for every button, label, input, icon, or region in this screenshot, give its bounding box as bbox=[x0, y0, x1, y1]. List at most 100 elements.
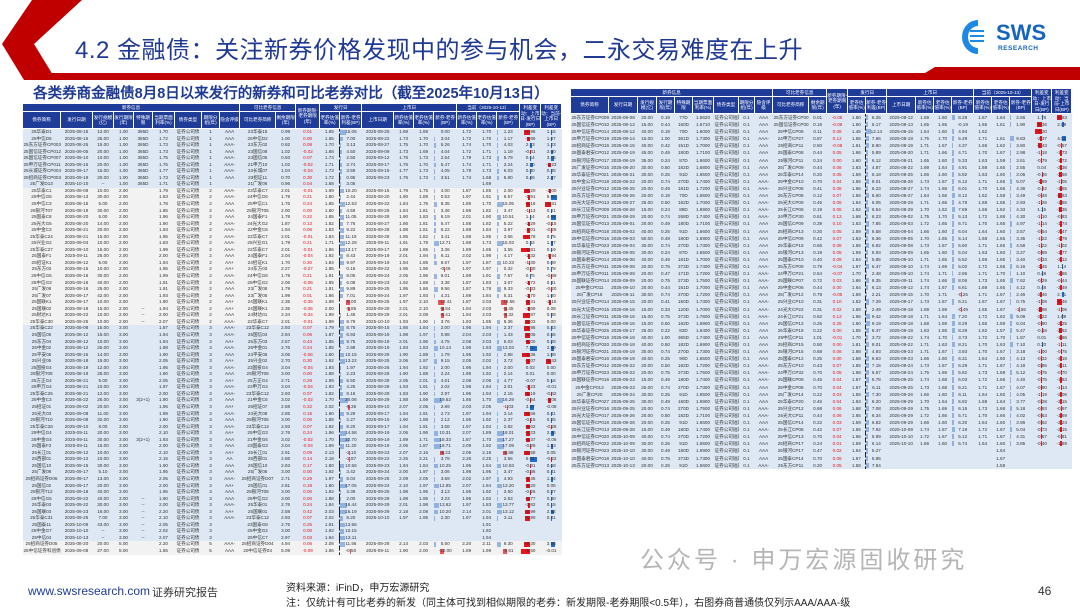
value-bar bbox=[866, 229, 868, 234]
value-bar bbox=[952, 221, 955, 226]
table-cell: 0.22 bbox=[809, 419, 827, 426]
table-cell: AAA bbox=[755, 128, 773, 135]
table-cell: 1.65 bbox=[916, 121, 934, 128]
value-bar bbox=[1010, 214, 1012, 219]
value-bar bbox=[866, 207, 868, 212]
table-cell: 1.67 bbox=[848, 455, 866, 462]
table-cell: 1.23 bbox=[497, 129, 520, 136]
table-cell: 0.1 bbox=[739, 228, 755, 235]
table-cell: 25中信CP11 bbox=[773, 334, 809, 341]
value-bar bbox=[340, 470, 341, 475]
value-bar bbox=[866, 200, 868, 205]
table-cell: 0.1 bbox=[739, 171, 755, 178]
table-cell: 1.67 bbox=[934, 348, 952, 355]
table-cell: 2025-09-17 bbox=[887, 298, 916, 305]
table-cell: 2025-08-14 bbox=[609, 135, 638, 142]
table-cell: 25东方证券CP011 bbox=[571, 263, 609, 270]
table-cell: 2025-09-10 bbox=[887, 263, 916, 270]
table-cell: 1.68 bbox=[848, 369, 866, 376]
table-cell: 7.66 bbox=[866, 135, 887, 142]
value-bar bbox=[866, 434, 868, 439]
value-bar bbox=[866, 243, 869, 248]
table-cell: 1.66 bbox=[974, 320, 992, 327]
table-cell: 1.64 bbox=[974, 228, 992, 235]
table-cell: 1.6900 bbox=[693, 341, 714, 348]
table-cell: 6.21 bbox=[952, 298, 974, 305]
table-cell: 1.6500 bbox=[693, 355, 714, 362]
value-bar bbox=[497, 176, 499, 181]
table-cell: 2025-09-26 bbox=[609, 412, 638, 419]
value-bar bbox=[952, 441, 954, 446]
column-header: 新券-老券(BP) bbox=[952, 97, 974, 114]
table-cell: 1.6600 bbox=[693, 157, 714, 164]
table-cell: 1.69 bbox=[934, 369, 952, 376]
table-cell: 25国信证券CP013 bbox=[571, 220, 609, 227]
table-cell: -2.15 bbox=[1052, 398, 1072, 405]
value-bar bbox=[952, 243, 954, 248]
table-cell: 0.00 bbox=[827, 327, 848, 334]
table-cell: AAA bbox=[755, 291, 773, 298]
watermark: 公众号 · 申万宏源固收研究 bbox=[640, 540, 967, 575]
table-cell: 1.6500 bbox=[693, 249, 714, 256]
footer-website-link[interactable]: www.swsresearch.com bbox=[28, 584, 150, 598]
table-cell: 0.1 bbox=[739, 405, 755, 412]
table-cell: 25中金CP08 bbox=[773, 384, 809, 391]
table-cell: 0.70 bbox=[809, 455, 827, 462]
table-cell: 2025-10-10 bbox=[609, 455, 638, 462]
table-cell: 1.64 bbox=[848, 284, 866, 291]
table-cell: 1.70 bbox=[974, 348, 992, 355]
table-cell: 1.67 bbox=[934, 426, 952, 433]
table-cell: 25国泰君安CP018 bbox=[571, 455, 609, 462]
value-bar bbox=[434, 163, 436, 168]
table-cell: 0.74 bbox=[657, 384, 675, 391]
table-cell: 0.19 bbox=[809, 206, 827, 213]
value-bar bbox=[497, 326, 498, 331]
table-cell: -0.06 bbox=[827, 121, 848, 128]
value-bar bbox=[866, 136, 869, 141]
value-bar bbox=[497, 340, 499, 345]
table-cell: 0.04 bbox=[827, 433, 848, 440]
value-bar bbox=[340, 228, 344, 233]
table-cell: 0.22 bbox=[809, 391, 827, 398]
table-cell: 1.7200 bbox=[693, 291, 714, 298]
table-cell: 0.1 bbox=[739, 334, 755, 341]
value-bar bbox=[866, 370, 868, 375]
table-cell: 2025-09-08 bbox=[887, 242, 916, 249]
column-header: 可比老券简称 bbox=[773, 97, 809, 114]
table-cell: 4.91 bbox=[952, 164, 974, 171]
table-cell bbox=[134, 548, 153, 555]
table-cell: 1.65 bbox=[992, 256, 1010, 263]
table-cell: 0.05 bbox=[827, 228, 848, 235]
table-cell: -0.01 bbox=[827, 334, 848, 341]
table-cell: AAA bbox=[755, 256, 773, 263]
table-cell: 1.89 bbox=[1052, 313, 1072, 320]
value-bar bbox=[340, 326, 343, 331]
table-cell bbox=[1052, 128, 1072, 135]
table-cell: 0.74 bbox=[657, 291, 675, 298]
table-cell: 25华泰CP18 bbox=[773, 327, 809, 334]
table-cell: 6.31 bbox=[952, 355, 974, 362]
table-cell: 2025-08-18 bbox=[887, 135, 916, 142]
table-cell bbox=[916, 447, 934, 454]
table-cell: 证券公司短融 bbox=[714, 149, 739, 156]
table-cell: 证券公司短融 bbox=[714, 142, 739, 149]
table-cell: 2025-09-16 bbox=[609, 306, 638, 313]
table-cell: 8.80 bbox=[866, 142, 887, 149]
table-cell bbox=[1010, 128, 1032, 135]
value-bar bbox=[497, 333, 498, 338]
value-bar bbox=[340, 444, 344, 449]
table-cell: 0.1 bbox=[739, 206, 755, 213]
column-header: 期限分组(年) bbox=[739, 97, 755, 114]
table-cell: 25东方证券CP010 bbox=[571, 192, 609, 199]
table-cell: 1.58 bbox=[992, 192, 1010, 199]
table-cell: AAA bbox=[755, 327, 773, 334]
table-cell: -0.44 bbox=[1052, 277, 1072, 284]
table-cell: AAA- bbox=[755, 405, 773, 412]
table-cell: 182D bbox=[675, 412, 693, 419]
